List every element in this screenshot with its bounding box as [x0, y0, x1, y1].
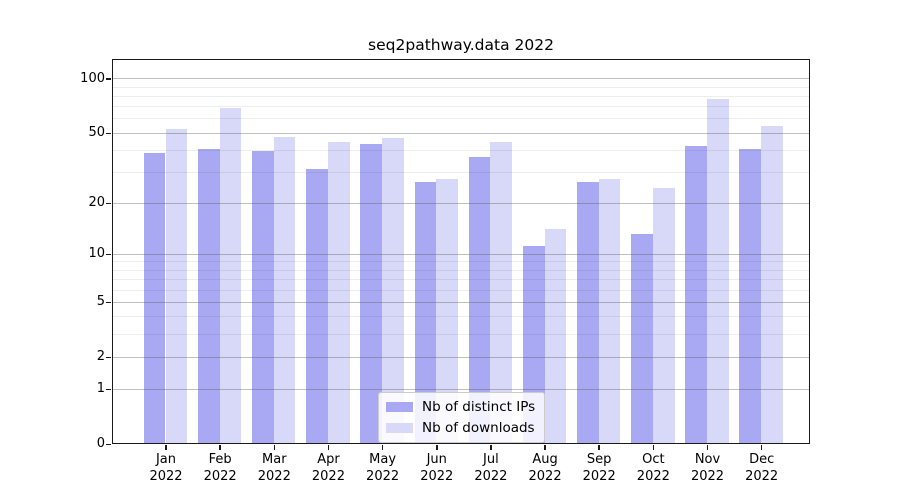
- minor-gridline: [113, 95, 809, 97]
- minor-gridline: [113, 261, 809, 263]
- bar-jul-distinct-ips: [468, 157, 491, 443]
- bar-apr-distinct-ips: [306, 168, 328, 443]
- y-tick: [106, 202, 111, 205]
- major-gridline: [113, 301, 809, 303]
- minor-gridline: [113, 289, 809, 291]
- y-tick-label: 50: [88, 125, 105, 140]
- x-tick: [273, 444, 276, 450]
- x-tick-label: Jun 2022: [420, 452, 454, 485]
- x-tick: [706, 444, 709, 450]
- x-tick-label: Jan 2022: [149, 452, 183, 485]
- bar-apr-downloads: [327, 141, 350, 443]
- x-tick-label: Feb 2022: [203, 452, 237, 485]
- y-tick-label: 2: [96, 349, 105, 365]
- minor-gridline: [113, 106, 809, 108]
- minor-gridline: [113, 316, 809, 318]
- legend-swatch-distinct-ips: [386, 402, 413, 412]
- x-tick: [436, 444, 438, 450]
- x-tick: [381, 444, 384, 450]
- bar-sep-distinct-ips: [577, 182, 599, 443]
- minor-gridline: [113, 86, 809, 88]
- y-tick: [106, 78, 111, 80]
- x-tick-label: Apr 2022: [311, 452, 345, 485]
- x-tick-label: May 2022: [366, 452, 400, 485]
- y-tick-label: 100: [80, 70, 105, 86]
- legend: Nb of distinct IPs Nb of downloads: [378, 392, 546, 443]
- major-gridline: [113, 356, 809, 358]
- major-gridline: [113, 78, 809, 80]
- bar-mar-distinct-ips: [252, 151, 274, 443]
- bar-sep-downloads: [598, 179, 621, 443]
- bar-nov-downloads: [707, 99, 729, 443]
- legend-item-distinct-ips: Nb of distinct IPs: [386, 399, 535, 415]
- bar-dec-distinct-ips: [739, 149, 762, 443]
- x-tick-label: Mar 2022: [257, 452, 291, 485]
- bar-jul-downloads: [490, 141, 513, 443]
- legend-item-downloads: Nb of downloads: [386, 420, 535, 436]
- legend-label-downloads: Nb of downloads: [422, 420, 535, 436]
- y-tick: [106, 388, 111, 391]
- x-tick-label: Oct 2022: [636, 452, 670, 485]
- bar-jun-distinct-ips: [414, 182, 437, 443]
- x-tick-label: Nov 2022: [690, 452, 725, 485]
- major-gridline: [113, 253, 809, 255]
- y-tick-label: 0: [96, 436, 105, 451]
- bar-jan-downloads: [165, 128, 188, 443]
- major-gridline: [113, 388, 809, 390]
- x-tick-label: Sep 2022: [582, 452, 616, 485]
- x-tick-label: Jul 2022: [474, 452, 508, 485]
- y-tick: [106, 443, 111, 445]
- x-tick: [544, 444, 546, 450]
- x-tick: [165, 444, 167, 450]
- x-tick: [652, 444, 655, 450]
- bar-mar-downloads: [273, 136, 296, 443]
- x-tick: [490, 444, 492, 450]
- minor-gridline: [113, 333, 809, 335]
- y-tick: [106, 253, 111, 256]
- x-tick: [760, 444, 763, 450]
- bar-may-distinct-ips: [360, 143, 383, 443]
- bar-jan-distinct-ips: [143, 153, 166, 443]
- bar-aug-downloads: [544, 228, 567, 443]
- minor-gridline: [113, 279, 809, 281]
- minor-gridline: [113, 118, 809, 120]
- y-tick: [106, 132, 111, 134]
- y-tick: [106, 356, 111, 359]
- x-tick-label: Aug 2022: [528, 452, 562, 485]
- bar-dec-downloads: [761, 126, 783, 443]
- minor-gridline: [113, 269, 809, 271]
- major-gridline: [113, 132, 809, 134]
- bar-feb-downloads: [219, 108, 242, 443]
- x-tick-label: Dec 2022: [745, 452, 779, 485]
- chart-title: seq2pathway.data 2022: [368, 36, 554, 54]
- bar-oct-distinct-ips: [631, 234, 653, 443]
- bar-feb-distinct-ips: [197, 149, 220, 443]
- y-tick-label: 1: [96, 381, 105, 397]
- major-gridline: [113, 202, 809, 204]
- x-tick: [598, 444, 600, 450]
- minor-gridline: [113, 171, 809, 173]
- plot-area: [112, 59, 810, 444]
- legend-swatch-downloads: [386, 423, 413, 433]
- bar-may-downloads: [382, 138, 404, 443]
- y-tick: [106, 301, 111, 304]
- y-tick-label: 5: [96, 294, 105, 310]
- bar-jun-downloads: [436, 179, 458, 443]
- minor-gridline: [113, 149, 809, 151]
- x-tick: [327, 444, 330, 450]
- x-tick: [219, 444, 221, 450]
- legend-label-distinct-ips: Nb of distinct IPs: [422, 399, 536, 415]
- bar-oct-downloads: [652, 188, 675, 443]
- y-tick-label: 10: [88, 246, 105, 262]
- y-tick-label: 20: [88, 195, 105, 211]
- bar-nov-distinct-ips: [685, 145, 707, 443]
